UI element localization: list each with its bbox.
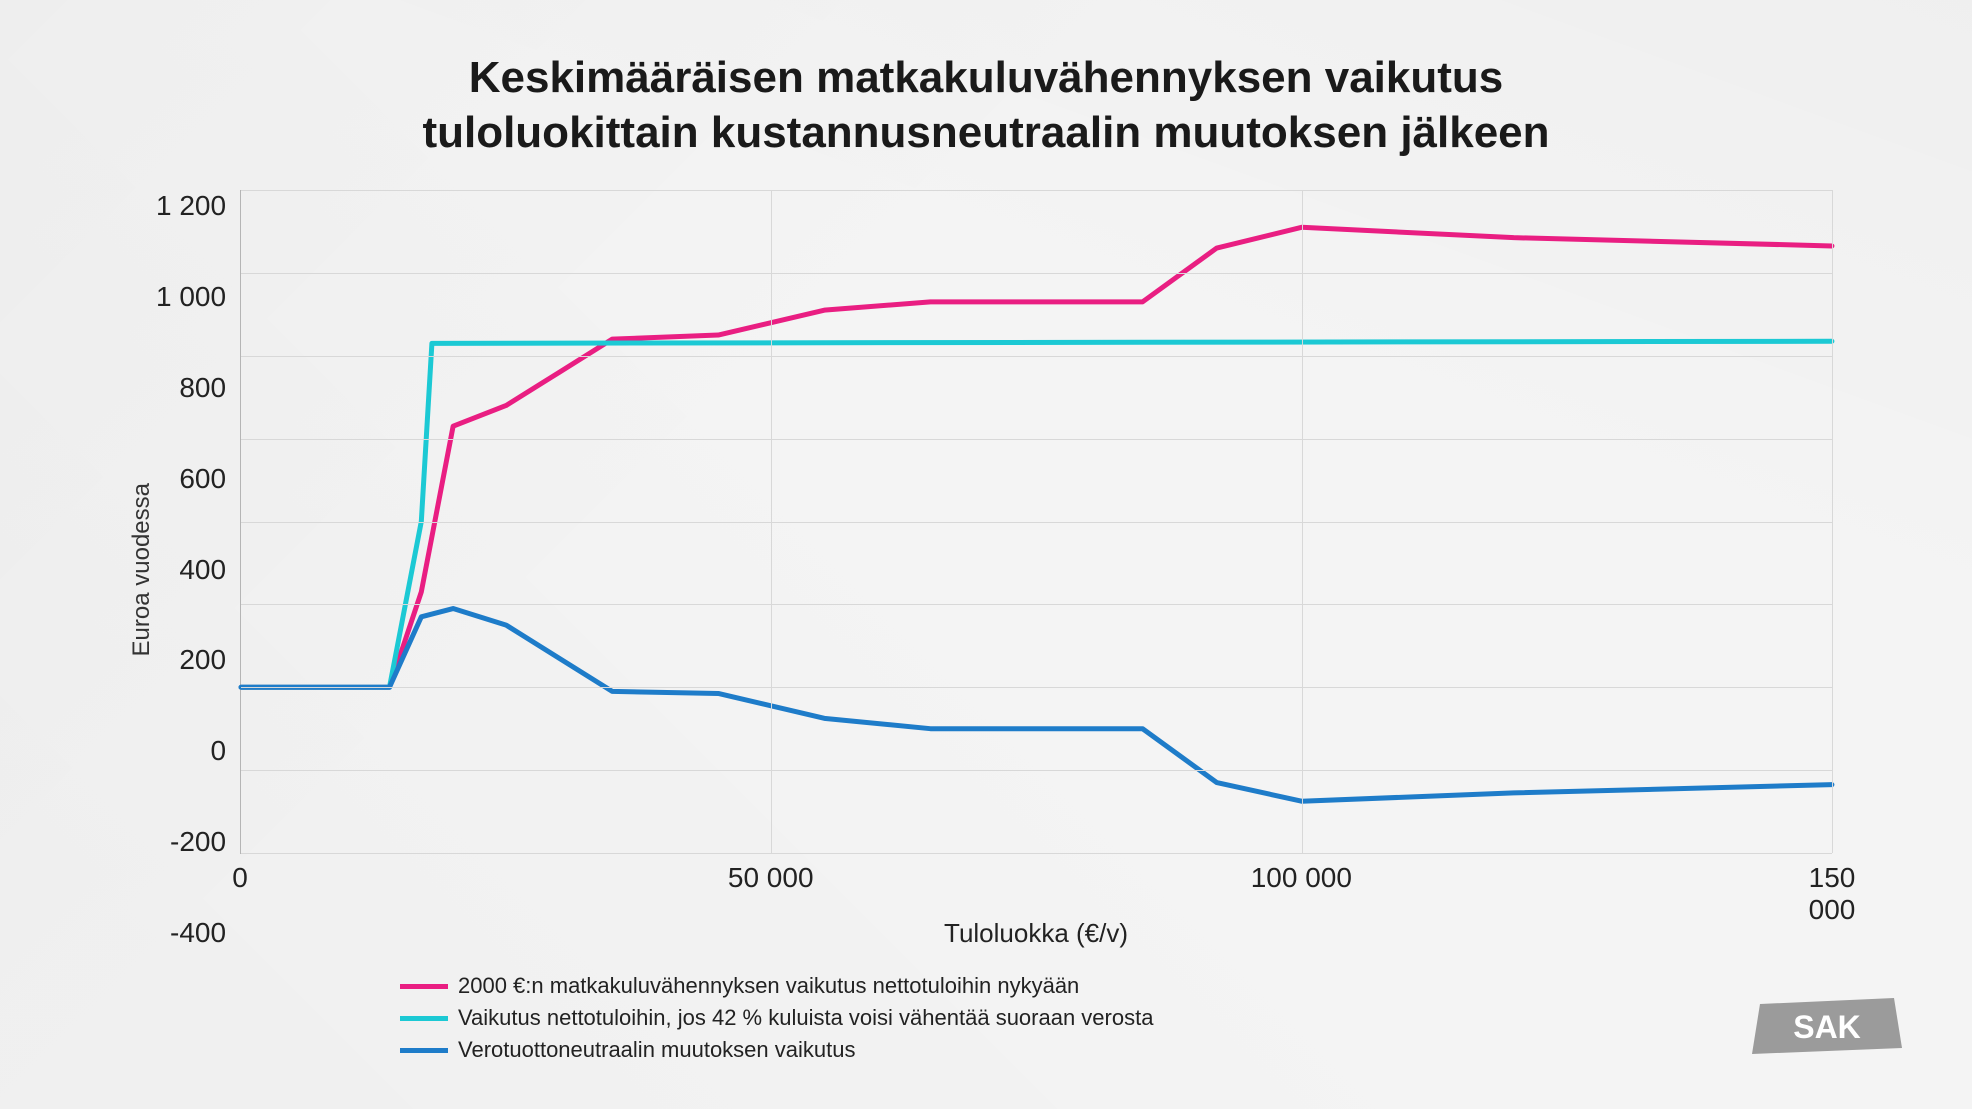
- plot-region: [240, 190, 1832, 854]
- title-line-2: tuloluokittain kustannusneutraalin muuto…: [422, 108, 1549, 157]
- y-axis-ticks: 1 200 1 000 800 600 400 200 0 -200 -400: [156, 190, 240, 949]
- y-tick-label: 800: [179, 372, 226, 404]
- legend-label: 2000 €:n matkakuluvähennyksen vaikutus n…: [458, 973, 1079, 999]
- gridline-h: [241, 356, 1832, 357]
- title-line-1: Keskimääräisen matkakuluvähennyksen vaik…: [469, 53, 1504, 102]
- x-tick-label: 0: [232, 862, 248, 894]
- y-tick-label: 0: [211, 735, 227, 767]
- y-tick-label: 1 200: [156, 190, 226, 222]
- y-tick-label: 200: [179, 644, 226, 676]
- gridline-h: [241, 770, 1832, 771]
- gridline-h: [241, 522, 1832, 523]
- legend-item-neutral: Verotuottoneutraalin muutoksen vaikutus: [400, 1037, 1892, 1063]
- legend-swatch: [400, 984, 448, 989]
- gridline-v: [1832, 190, 1833, 853]
- gridline-v: [771, 190, 772, 853]
- y-tick-label: 1 000: [156, 281, 226, 313]
- gridline-h: [241, 190, 1832, 191]
- legend-swatch: [400, 1016, 448, 1021]
- y-axis-label: Euroa vuodessa: [120, 483, 156, 656]
- y-tick-label: -200: [170, 826, 226, 858]
- legend-swatch: [400, 1048, 448, 1053]
- x-axis-ticks: 050 000100 000150 000: [240, 862, 1832, 906]
- gridline-h: [241, 439, 1832, 440]
- x-tick-label: 150 000: [1809, 862, 1856, 926]
- chart-area: Euroa vuodessa 1 2001 0008006004002000-2…: [120, 190, 1832, 949]
- x-tick-label: 50 000: [728, 862, 814, 894]
- gridline-h: [241, 853, 1832, 854]
- legend-item-current: 2000 €:n matkakuluvähennyksen vaikutus n…: [400, 973, 1892, 999]
- y-tick-label: -400: [170, 917, 226, 949]
- legend: 2000 €:n matkakuluvähennyksen vaikutus n…: [400, 973, 1892, 1069]
- y-tick-label: 600: [179, 463, 226, 495]
- sak-logo: SAK: [1752, 996, 1902, 1061]
- gridline-h: [241, 604, 1832, 605]
- gridline-h: [241, 273, 1832, 274]
- series-proposed: [241, 341, 1832, 687]
- legend-label: Verotuottoneutraalin muutoksen vaikutus: [458, 1037, 855, 1063]
- chart-title: Keskimääräisen matkakuluvähennyksen vaik…: [80, 50, 1892, 160]
- gridline-v: [1302, 190, 1303, 853]
- x-axis-label: Tuloluokka (€/v): [240, 918, 1832, 949]
- legend-label: Vaikutus nettotuloihin, jos 42 % kuluist…: [458, 1005, 1153, 1031]
- x-tick-label: 100 000: [1251, 862, 1352, 894]
- series-neutral: [241, 609, 1832, 802]
- y-tick-label: 400: [179, 554, 226, 586]
- legend-item-proposed: Vaikutus nettotuloihin, jos 42 % kuluist…: [400, 1005, 1892, 1031]
- svg-text:SAK: SAK: [1793, 1009, 1861, 1045]
- gridline-h: [241, 687, 1832, 688]
